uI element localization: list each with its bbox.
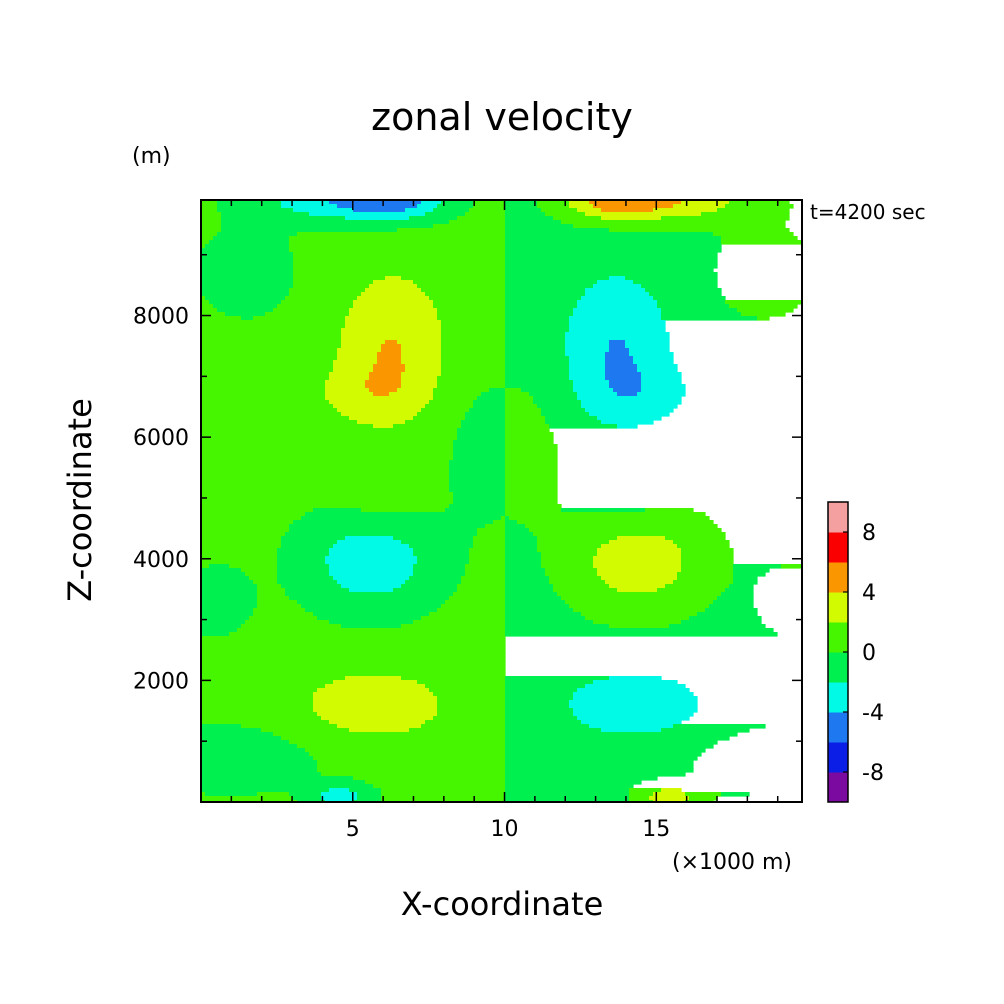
x-tick-label: 10 bbox=[491, 817, 519, 842]
colorbar-segment bbox=[828, 652, 848, 683]
colorbar-segment bbox=[828, 682, 848, 713]
colorbar-segment bbox=[828, 742, 848, 773]
y-axis-label: Z-coordinate bbox=[61, 398, 99, 602]
colorbar-segment bbox=[828, 592, 848, 623]
plot-frame bbox=[200, 199, 803, 803]
colorbar-segment bbox=[828, 712, 848, 743]
y-tick-label: 6000 bbox=[133, 426, 189, 451]
time-label: t=4200 sec bbox=[810, 200, 926, 224]
chart-title: zonal velocity bbox=[371, 95, 633, 139]
contour-field bbox=[201, 200, 802, 802]
y-unit-label: (m) bbox=[132, 144, 171, 169]
x-axis-label: X-coordinate bbox=[400, 885, 604, 923]
colorbar-segment bbox=[828, 502, 848, 533]
colorbar-segment bbox=[828, 562, 848, 593]
x-tick-label: 5 bbox=[346, 817, 360, 842]
x-unit-label: (×1000 m) bbox=[672, 850, 793, 875]
colorbar-segment bbox=[828, 532, 848, 563]
axis-ticks: 5 10 15 2000 4000 6000 8000 bbox=[133, 200, 802, 842]
y-tick-label: 2000 bbox=[133, 669, 189, 694]
x-tick-label: 15 bbox=[642, 817, 670, 842]
colorbar-tick-label: 0 bbox=[862, 641, 876, 666]
colorbar-tick-label: -8 bbox=[862, 761, 884, 786]
y-tick-label: 4000 bbox=[133, 548, 189, 573]
y-tick-label: 8000 bbox=[133, 305, 189, 330]
colorbar: -8 -4 0 4 8 bbox=[827, 501, 884, 803]
colorbar-segment bbox=[828, 622, 848, 653]
colorbar-segment bbox=[828, 772, 848, 803]
colorbar-tick-label: -4 bbox=[862, 701, 884, 726]
colorbar-tick-label: 4 bbox=[862, 581, 876, 606]
colorbar-tick-label: 8 bbox=[862, 521, 876, 546]
